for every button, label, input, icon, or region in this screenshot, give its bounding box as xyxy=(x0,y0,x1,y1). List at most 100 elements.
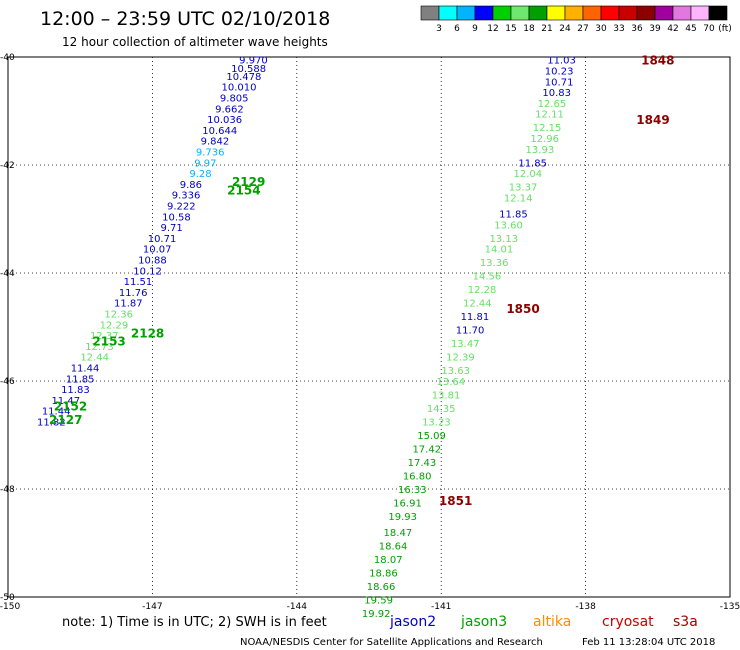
swh-value-jason2: 13.37 xyxy=(509,183,538,194)
swh-value-jason2: 16.33 xyxy=(398,485,427,496)
pass-number: 2152 xyxy=(54,399,87,413)
swh-value-jason2: 13.13 xyxy=(489,234,518,245)
units-note: note: 1) Time is in UTC; 2) SWH is in fe… xyxy=(62,615,327,630)
swh-value-jason3: 11.85 xyxy=(66,374,95,385)
swh-value-jason3: 11.44 xyxy=(42,407,71,418)
swh-value-jason2: 18.64 xyxy=(379,542,408,553)
colorbar-label: 9 xyxy=(472,24,478,34)
colorbar-swatch xyxy=(690,5,710,21)
swh-value-jason2: 12.65 xyxy=(538,99,567,110)
swh-value-jason2: 18.47 xyxy=(384,528,413,539)
colorbar-label: 27 xyxy=(577,24,588,34)
swh-value-jason3: 11.44 xyxy=(71,364,100,375)
swh-value-jason2: 10.83 xyxy=(542,88,571,99)
colorbar-label: 42 xyxy=(667,24,678,34)
pass-number: 2127 xyxy=(49,413,82,427)
axis-tick-labels: -150 -147 -144 -141 -138 -135 -40 -42 -44 -46 -48 -… xyxy=(0,53,740,612)
swh-value-jason3: 10.010 xyxy=(222,83,257,94)
swh-value-jason3: 11.47 xyxy=(51,396,80,407)
swh-value-jason2: 15.09 xyxy=(417,431,446,442)
y-tick-label: -46 xyxy=(0,377,15,387)
colorbar-label: 3 xyxy=(436,24,442,34)
swh-value-jason3: 10.71 xyxy=(148,234,177,245)
swh-value-jason3: 12.36 xyxy=(104,310,133,321)
satellite-legend: jason2 jason3 altika cryosat s3a xyxy=(389,614,698,630)
swh-value-jason2: 12.04 xyxy=(514,169,543,180)
swh-value-jason2: 19.92 xyxy=(362,609,391,620)
swh-value-jason2: 14.01 xyxy=(485,245,514,256)
credit-timestamp: Feb 11 13:28:04 UTC 2018 xyxy=(582,637,715,648)
colorbar-label: 39 xyxy=(649,24,661,34)
swh-value-jason3: 9.71 xyxy=(161,223,183,234)
swh-value-jason3: 9.736 xyxy=(196,148,225,159)
swh-value-jason2: 12.15 xyxy=(533,123,562,134)
swh-value-jason2: 13.63 xyxy=(441,366,470,377)
colorbar-label: 6 xyxy=(454,24,460,34)
swh-value-jason3: 10.07 xyxy=(143,245,172,256)
swh-value-jason3: 11.82 xyxy=(37,418,66,429)
swh-value-jason3: 9.97 xyxy=(194,158,216,169)
swh-value-jason3: 10.478 xyxy=(226,72,261,83)
swh-value-jason3: 12.73 xyxy=(85,342,114,353)
swh-value-jason3: 9.662 xyxy=(215,104,244,115)
swh-value-jason2: 14.35 xyxy=(427,404,456,415)
swh-value-jason2: 10.23 xyxy=(545,67,574,78)
colorbar-label: 12 xyxy=(487,24,498,34)
swh-value-jason2: 11.85 xyxy=(499,210,528,221)
colorbar-label: 33 xyxy=(613,24,624,34)
pass-number: 1849 xyxy=(636,113,669,127)
colorbar-swatch xyxy=(492,5,512,21)
swh-value-jason2: 13.47 xyxy=(451,339,480,350)
colorbar-label: 24 xyxy=(559,24,571,34)
colorbar-swatch xyxy=(546,5,566,21)
swh-value-jason3: 9.336 xyxy=(172,191,201,202)
swh-value-jason3: 10.036 xyxy=(207,115,242,126)
y-tick-label: -50 xyxy=(0,593,15,603)
satellite-legend-jason2: jason2 xyxy=(389,614,436,630)
x-tick-label: -138 xyxy=(575,602,596,612)
swh-value-jason2: 12.14 xyxy=(504,193,533,204)
swh-value-jason2: 10.71 xyxy=(545,77,574,88)
swh-value-jason2: 11.70 xyxy=(456,326,485,337)
map-title: 12:00 – 23:59 UTC 02/10/2018 xyxy=(40,8,330,30)
colorbar-label: 21 xyxy=(541,24,552,34)
satellite-legend-jason3: jason3 xyxy=(460,614,507,630)
x-tick-label: -147 xyxy=(142,602,162,612)
swh-value-jason3: 9.222 xyxy=(167,202,196,213)
swh-value-jason2: 18.86 xyxy=(369,569,398,580)
pass-number: 2153 xyxy=(92,335,125,349)
pass-number: 2154 xyxy=(227,183,260,197)
swh-value-jason3: 10.88 xyxy=(138,256,167,267)
graticule xyxy=(8,57,730,597)
colorbar-label: 18 xyxy=(523,24,535,34)
colorbar-swatch xyxy=(528,5,548,21)
swh-value-jason2: 13.81 xyxy=(432,391,461,402)
swh-value-jason3: 11.83 xyxy=(61,385,90,396)
colorbar-label: 15 xyxy=(505,24,516,34)
swh-value-jason3: 9.28 xyxy=(189,169,211,180)
colorbar-swatch xyxy=(438,5,458,21)
pass-number: 1848 xyxy=(641,54,674,68)
colorbar-swatch xyxy=(618,5,638,21)
swh-value-jason2: 13.93 xyxy=(526,145,555,156)
colorbar-swatch xyxy=(582,5,602,21)
colorbar-label: 45 xyxy=(685,24,696,34)
colorbar-swatch xyxy=(708,5,728,21)
swh-value-jason3: 10.12 xyxy=(133,266,162,277)
swh-value-jason3: 10.588 xyxy=(231,64,266,75)
swh-observations: 11.0310.2310.7110.8312.6512.1112.1512.96… xyxy=(37,56,576,621)
colorbar-swatch xyxy=(564,5,584,21)
swh-value-jason2: 18.66 xyxy=(367,582,396,593)
swh-value-jason2: 13.60 xyxy=(494,220,523,231)
swh-value-jason2: 13.36 xyxy=(480,258,509,269)
satellite-legend-cryosat: cryosat xyxy=(602,614,654,630)
colorbar-swatch xyxy=(474,5,494,21)
swh-value-jason3: 11.51 xyxy=(124,277,153,288)
colorbar-swatch xyxy=(600,5,620,21)
swh-value-jason3: 9.86 xyxy=(180,180,202,191)
swh-value-jason3: 9.842 xyxy=(201,137,230,148)
pass-number: 1850 xyxy=(506,302,539,316)
swh-value-jason3: 10.644 xyxy=(202,126,237,137)
y-tick-label: -40 xyxy=(0,53,15,63)
swh-value-jason2: 16.91 xyxy=(393,499,422,510)
